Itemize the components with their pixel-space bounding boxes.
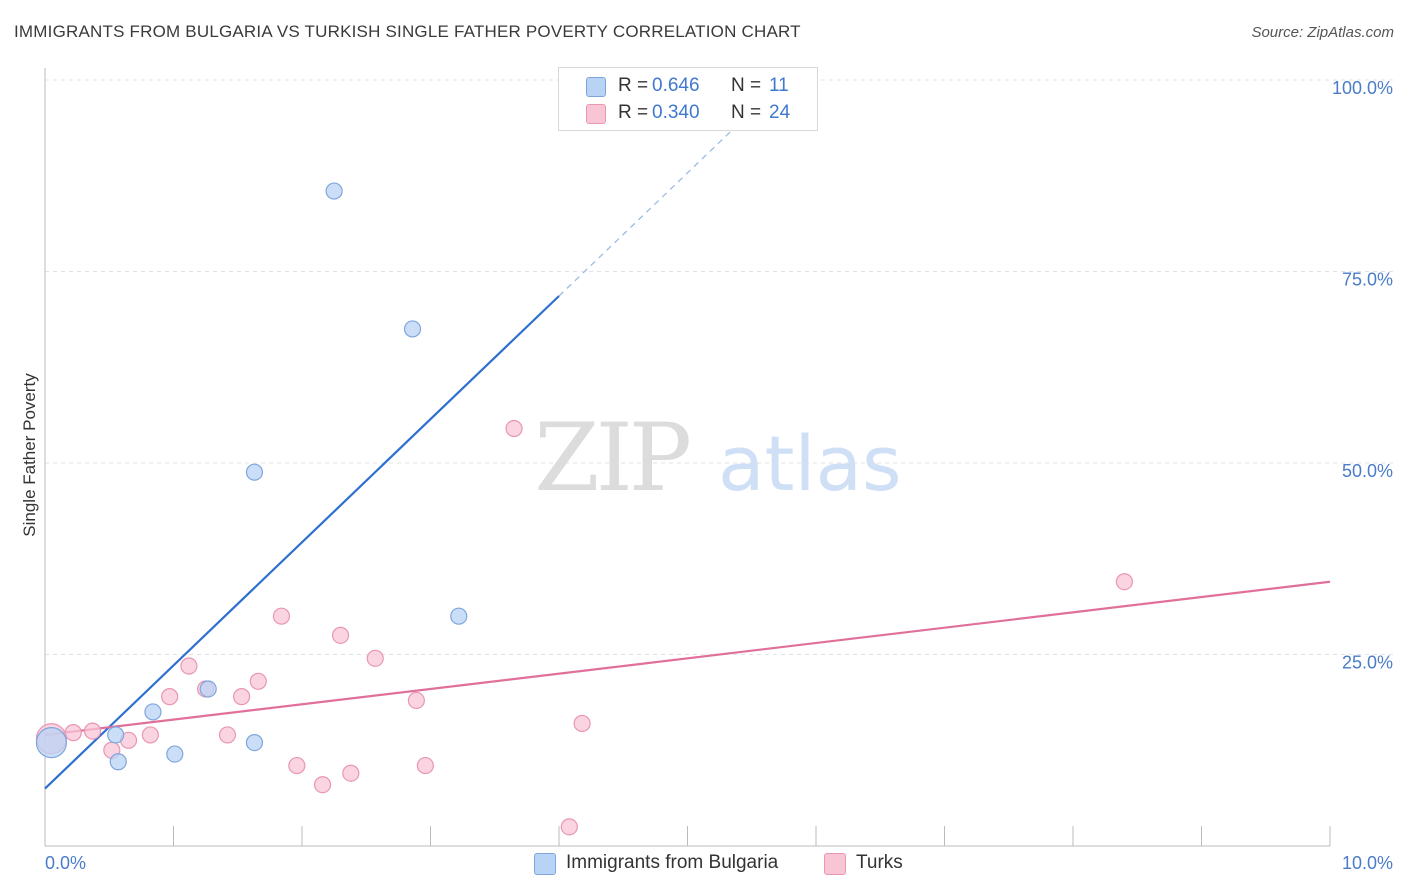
watermark: ZIP atlas — [534, 404, 901, 513]
point-turks — [1115, 573, 1134, 591]
point-bulgaria — [144, 703, 162, 721]
point-bulgaria — [107, 726, 125, 744]
point-turks — [64, 724, 82, 742]
point-bulgaria — [35, 726, 68, 759]
chart-title: IMMIGRANTS FROM BULGARIA VS TURKISH SING… — [14, 22, 801, 41]
legend-r-value: 0.340 — [652, 102, 700, 123]
data-points — [35, 182, 1134, 836]
point-bulgaria — [450, 607, 468, 625]
point-bulgaria — [166, 745, 184, 763]
trend-line-bulgaria — [44, 295, 560, 790]
legend-row-turks: R = 0.340 N = 24 — [559, 100, 817, 128]
point-turks — [416, 756, 434, 775]
point-turks — [505, 419, 523, 438]
point-turks — [366, 649, 384, 667]
point-turks — [342, 764, 360, 782]
legend-swatch-turks — [586, 104, 606, 124]
correlation-legend: R = 0.646 N = 11 R = 0.340 N = 24 — [558, 67, 818, 131]
legend-n-value: 11 — [769, 75, 789, 96]
point-turks — [407, 691, 425, 710]
tick-labels: 25.0% 50.0% 75.0% 100.0% 0.0% 10.0% — [45, 78, 1393, 873]
point-turks — [331, 626, 350, 644]
series-label-bulgaria: Immigrants from Bulgaria — [566, 852, 779, 873]
legend-n-label: N = — [731, 102, 762, 123]
point-turks — [573, 714, 591, 733]
point-turks — [83, 722, 102, 740]
point-bulgaria — [199, 680, 217, 698]
y-tick-label: 25.0% — [1342, 653, 1393, 673]
trend-line-bulgaria-extension — [558, 79, 785, 297]
point-turks — [180, 657, 198, 675]
trend-line-turks — [44, 580, 1331, 737]
watermark-atlas: atlas — [718, 419, 902, 508]
series-swatch-bulgaria — [534, 853, 556, 875]
x-tick-label: 10.0% — [1342, 853, 1393, 873]
point-turks — [218, 726, 237, 744]
point-turks — [141, 726, 159, 744]
legend-swatch-bulgaria — [586, 77, 606, 97]
point-turks — [560, 818, 578, 836]
point-turks — [272, 607, 291, 625]
axes — [44, 68, 1331, 847]
legend-r-value: 0.646 — [652, 75, 700, 96]
watermark-zip: ZIP — [534, 404, 688, 513]
point-turks — [313, 776, 332, 794]
point-bulgaria — [245, 463, 264, 481]
legend-row-bulgaria: R = 0.646 N = 11 — [559, 73, 817, 101]
y-tick-label: 75.0% — [1342, 270, 1393, 290]
legend-n-value: 24 — [769, 102, 791, 123]
x-tick-label: 0.0% — [45, 853, 86, 873]
trend-lines — [44, 79, 1331, 790]
point-bulgaria — [109, 753, 127, 771]
point-bulgaria — [325, 182, 343, 200]
y-axis-label: Single Father Poverty — [20, 373, 39, 537]
point-turks — [288, 756, 306, 775]
point-bulgaria — [245, 733, 264, 752]
point-turks — [233, 688, 251, 706]
point-bulgaria — [403, 320, 422, 338]
series-label-turks: Turks — [856, 852, 903, 873]
source-label: Source: ZipAtlas.com — [1251, 24, 1394, 41]
point-turks — [161, 688, 179, 706]
point-turks — [249, 672, 267, 690]
y-tick-label: 50.0% — [1342, 461, 1393, 481]
series-swatch-turks — [824, 853, 846, 875]
legend-r-label: R = — [618, 75, 649, 96]
y-tick-label: 100.0% — [1332, 78, 1393, 98]
grid-lines — [45, 79, 1395, 655]
legend-n-label: N = — [731, 75, 762, 96]
legend-r-label: R = — [618, 102, 649, 123]
